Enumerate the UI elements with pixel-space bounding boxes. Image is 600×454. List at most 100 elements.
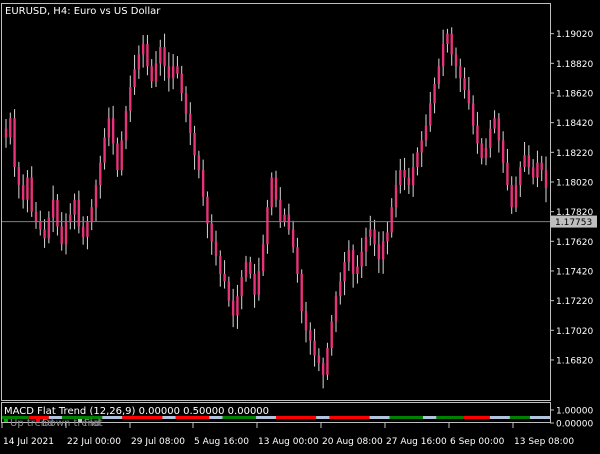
candle-body (514, 184, 518, 208)
candle-body (291, 229, 295, 248)
candle-body (386, 232, 389, 242)
candle-body (150, 66, 153, 82)
candle-body (407, 177, 411, 185)
candle-body (47, 217, 51, 239)
candle-body (51, 199, 55, 218)
candle-body (86, 222, 89, 237)
candle-body (4, 128, 8, 138)
trend-segment-flat (162, 416, 176, 419)
candle-body (356, 266, 359, 274)
time-tick-label: 6 Sep 00:00 (450, 437, 505, 447)
price-tick-label: 1.17420 (556, 267, 593, 277)
candle-body (30, 177, 33, 212)
trend-segment-flat (423, 416, 437, 419)
legend-label: Down trend (42, 418, 100, 429)
trend-segment-flat (489, 416, 510, 419)
candle-body (13, 118, 16, 168)
candle-body (176, 66, 179, 74)
candle-body (184, 92, 188, 114)
candle-body (124, 110, 128, 141)
candle-body (253, 273, 256, 295)
price-tick-label: 1.17220 (556, 297, 593, 307)
candle-body (390, 207, 393, 233)
candle-body (69, 214, 72, 223)
candle-body (283, 214, 286, 223)
indicator-axis: 1.00000 0.00000 (550, 407, 593, 430)
candle-body (56, 199, 59, 227)
legend-swatch (4, 419, 8, 422)
candle-body (476, 125, 479, 144)
candle-body (523, 155, 526, 168)
trend-segment-flat (316, 416, 330, 419)
candle-body (17, 167, 21, 185)
candle-body (60, 226, 63, 245)
candle-body (446, 33, 449, 45)
candle-body (39, 222, 42, 230)
candle-body (480, 143, 483, 159)
candle-body (99, 162, 102, 185)
candle-body (146, 44, 149, 67)
chart-title: EURUSD, H4: Euro vs US Dollar (5, 6, 161, 17)
candle-body (111, 118, 115, 144)
time-axis: 14 Jul 2021 22 Jul 00:00 29 Jul 08:00 5 Aug… (1, 423, 574, 447)
candle-body (326, 348, 329, 375)
candle-body (81, 226, 85, 237)
candle-body (309, 330, 312, 341)
candle-body (420, 140, 423, 153)
candle-body (34, 211, 38, 223)
candle-body (274, 177, 278, 200)
candle-body (369, 229, 372, 237)
candle-body (240, 276, 243, 297)
price-tick-label: 1.18420 (556, 119, 593, 129)
candle-body (484, 147, 488, 159)
candle-body (266, 207, 269, 245)
trend-segment-down (329, 416, 370, 419)
indicator-label: MACD Flat Trend (12,26,9) 0.00000 0.5000… (4, 406, 269, 417)
price-tick-label: 1.18820 (556, 60, 593, 70)
candle-body (519, 167, 522, 185)
candle-body (279, 199, 282, 223)
trend-segment-down (463, 416, 490, 419)
candle-body (103, 137, 106, 163)
candle-body (227, 281, 231, 301)
indicator-tick-label: 1.00000 (556, 407, 593, 417)
candle-body (90, 207, 93, 223)
candle-body (454, 54, 458, 67)
candle-body (167, 66, 171, 79)
candle-body (403, 170, 406, 178)
candle-body (364, 236, 368, 252)
candle-body (214, 241, 218, 257)
candle-body (236, 296, 239, 316)
candle-body (429, 103, 432, 126)
candle-body (141, 44, 145, 55)
candle-body (347, 250, 351, 263)
candle-body (257, 270, 261, 295)
candle-body (304, 311, 308, 331)
trend-segment-up (389, 416, 424, 419)
current-price-tag (551, 215, 597, 228)
candle-body (441, 44, 445, 67)
price-tick-label: 1.19020 (556, 30, 593, 40)
candle-body (510, 184, 513, 208)
candle-body (334, 296, 338, 322)
price-axis: 1.19020 1.18820 1.18620 1.18420 1.18220 1.180… (550, 30, 593, 366)
candle-body (129, 87, 132, 111)
trend-segment-up (222, 416, 256, 419)
candle-body (9, 118, 12, 138)
candle-body (463, 78, 466, 91)
candle-body (497, 118, 501, 141)
trend-segment-flat (102, 416, 123, 419)
trend-segment-flat (255, 416, 276, 419)
trend-segment-flat (529, 416, 550, 419)
legend-swatch (36, 419, 40, 422)
candle-body (219, 256, 222, 274)
candle-body (137, 54, 141, 70)
candle-body (459, 66, 462, 79)
trend-segment-down (28, 416, 49, 419)
time-tick-label: 22 Jul 00:00 (67, 437, 121, 447)
candle-body (270, 177, 273, 208)
candle-body (64, 222, 68, 245)
price-tick-label: 1.18620 (556, 89, 593, 99)
